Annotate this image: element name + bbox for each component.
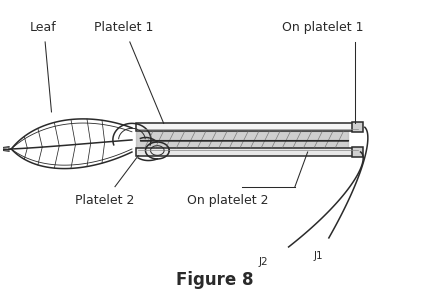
Text: Platelet 2: Platelet 2	[75, 194, 134, 207]
Bar	[136, 148, 361, 156]
Text: Platelet 1: Platelet 1	[94, 21, 153, 34]
Text: Figure 8: Figure 8	[176, 271, 253, 289]
Text: J2: J2	[258, 258, 268, 267]
Bar	[136, 123, 361, 131]
Bar	[352, 146, 363, 157]
Text: J1: J1	[314, 251, 323, 262]
Bar	[352, 122, 363, 132]
Text: On platelet 1: On platelet 1	[282, 21, 363, 34]
Text: On platelet 2: On platelet 2	[187, 194, 269, 207]
Text: Leaf: Leaf	[30, 21, 56, 34]
